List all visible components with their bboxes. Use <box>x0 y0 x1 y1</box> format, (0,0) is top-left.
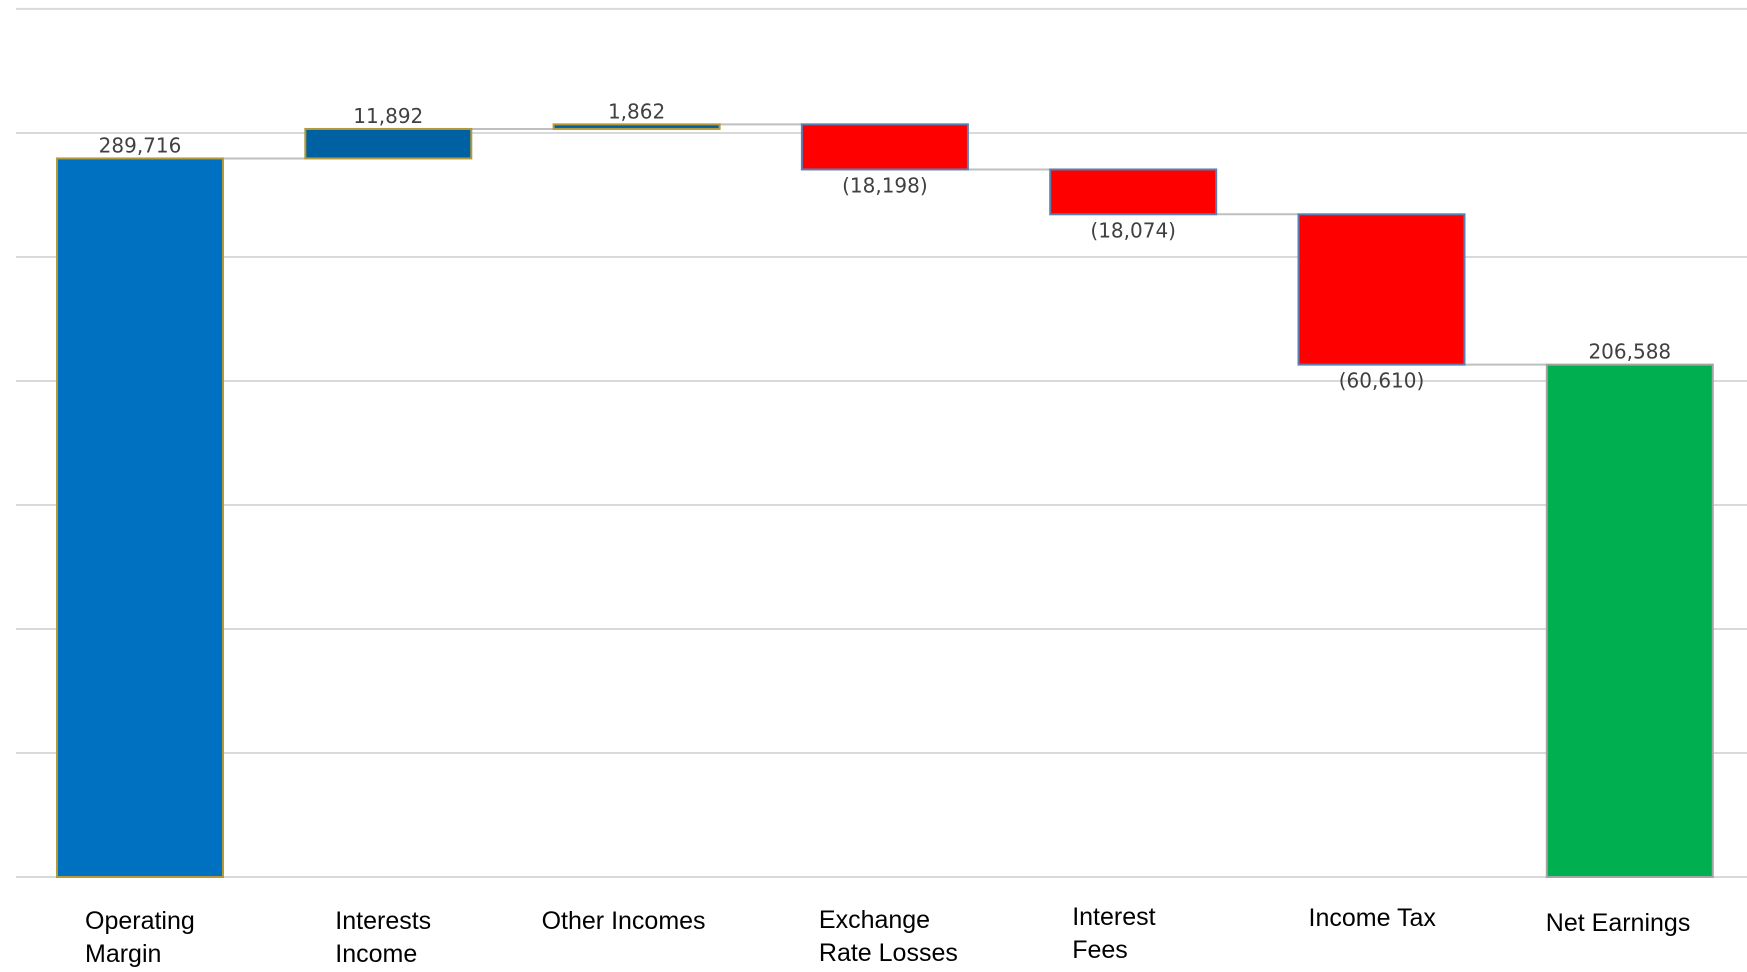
bar <box>1545 363 1714 879</box>
category-label: Income Tax <box>1309 904 1437 932</box>
connector-lines <box>223 123 1547 366</box>
category-label: Margin <box>85 940 161 968</box>
data-labels: 289,716 11,892 1,862 (18,198) (18,074) (60,61… <box>99 99 1672 392</box>
category-label: Other Incomes <box>542 907 706 935</box>
data-label: (18,074) <box>1090 218 1176 242</box>
data-label: 206,588 <box>1588 340 1671 364</box>
category-label: Operating <box>85 907 195 935</box>
category-labels: Operating Margin Interests Income Other Inco… <box>85 903 1690 968</box>
data-label: 11,892 <box>353 104 423 128</box>
bar <box>1297 213 1466 366</box>
category-label: Fees <box>1072 936 1128 964</box>
bar <box>56 157 224 879</box>
bar <box>1049 168 1218 216</box>
data-label: 289,716 <box>99 133 182 157</box>
category-label: Net Earnings <box>1546 909 1691 937</box>
bar <box>552 123 721 130</box>
bars <box>56 123 1714 879</box>
category-label: Interest <box>1072 903 1155 931</box>
category-label: Exchange <box>819 906 930 934</box>
category-label: Interests <box>335 907 431 935</box>
data-label: 1,862 <box>608 99 665 123</box>
bar <box>304 127 473 160</box>
data-label: (60,610) <box>1339 369 1425 393</box>
bar <box>800 123 969 171</box>
category-label: Rate Losses <box>819 939 958 967</box>
category-label: Income <box>335 940 417 968</box>
data-label: (18,198) <box>842 173 928 197</box>
